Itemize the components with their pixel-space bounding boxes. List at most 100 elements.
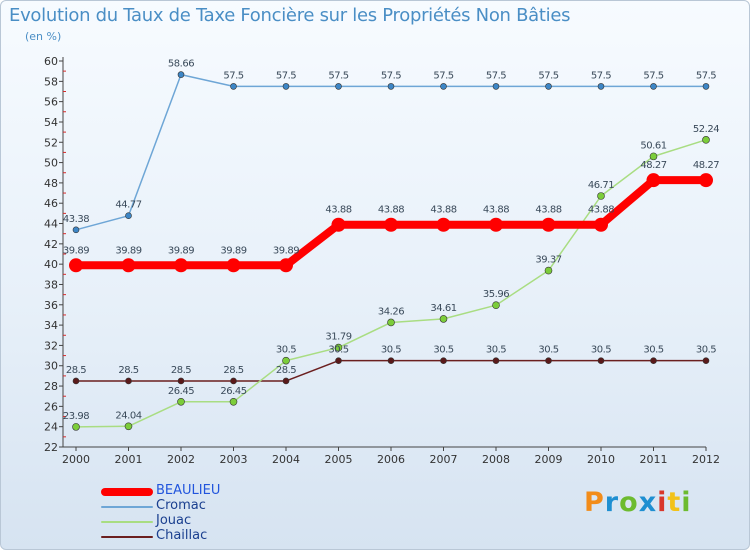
data-point-beaulieu: [541, 217, 556, 232]
data-point-cromac: [650, 83, 657, 90]
data-label-beaulieu: 43.88: [325, 205, 351, 216]
x-tick-label: 2004: [272, 453, 300, 466]
data-label-jouac: 34.26: [378, 306, 404, 317]
logo-letter: i: [681, 487, 692, 518]
data-point-jouac: [334, 343, 343, 352]
data-label-chaillac: 30.5: [538, 345, 558, 356]
x-tick-label: 2000: [62, 453, 90, 466]
y-tick-label: 40: [44, 258, 58, 271]
data-point-cromac: [440, 83, 447, 90]
data-label-jouac: 24.04: [115, 410, 141, 421]
data-point-beaulieu: [594, 217, 608, 232]
y-tick-label: 32: [44, 339, 58, 352]
data-point-jouac: [229, 397, 238, 406]
data-label-jouac: 34.61: [430, 303, 456, 314]
data-label-chaillac: 30.5: [591, 345, 611, 356]
data-point-jouac: [544, 266, 553, 275]
data-point-jouac: [387, 318, 395, 327]
data-point-jouac: [597, 192, 605, 200]
data-label-chaillac: 28.5: [223, 365, 243, 376]
data-label-beaulieu: 48.27: [640, 160, 666, 171]
data-label-cromac: 43.38: [63, 214, 89, 225]
data-point-chaillac: [335, 357, 342, 364]
data-label-chaillac: 30.5: [486, 345, 506, 356]
x-tick-label: 2010: [587, 453, 615, 466]
y-tick-label: 28: [44, 380, 58, 393]
x-tick-label: 2008: [482, 453, 510, 466]
data-point-jouac: [177, 397, 185, 406]
data-point-jouac: [124, 422, 133, 431]
data-label-cromac: 57.5: [538, 70, 558, 81]
data-label-jouac: 35.96: [483, 289, 509, 300]
data-label-chaillac: 28.5: [171, 365, 191, 376]
data-label-beaulieu: 39.89: [220, 245, 246, 256]
data-label-cromac: 57.5: [486, 70, 506, 81]
data-label-jouac: 31.79: [325, 332, 351, 343]
y-tick-label: 48: [44, 177, 58, 190]
data-label-jouac: 30.5: [276, 345, 296, 356]
data-point-chaillac: [282, 377, 290, 385]
y-tick-label: 26: [44, 400, 58, 413]
x-tick-label: 2012: [692, 453, 720, 466]
data-point-cromac: [177, 71, 185, 78]
data-label-beaulieu: 43.88: [483, 205, 509, 216]
data-label-jouac: 39.37: [535, 255, 561, 266]
data-point-cromac: [545, 83, 552, 90]
logo-letter: o: [619, 487, 639, 518]
data-point-chaillac: [125, 377, 132, 385]
data-point-cromac: [702, 83, 710, 90]
y-tick-label: 60: [44, 55, 58, 68]
y-tick-label: 54: [44, 116, 58, 129]
data-point-beaulieu: [646, 173, 661, 188]
y-tick-label: 42: [44, 238, 58, 251]
legend-swatch: [101, 506, 153, 508]
data-label-cromac: 57.5: [643, 70, 663, 81]
y-tick-label: 44: [44, 218, 58, 231]
data-label-cromac: 57.5: [328, 70, 348, 81]
data-label-beaulieu: 39.89: [63, 245, 89, 256]
x-tick-label: 2007: [430, 453, 458, 466]
data-point-beaulieu: [436, 217, 451, 232]
y-tick-label: 36: [44, 299, 58, 312]
data-label-jouac: 23.98: [63, 411, 89, 422]
proxiti-logo[interactable]: Proxiti: [584, 487, 692, 518]
data-point-cromac: [387, 83, 395, 90]
data-label-chaillac: 30.5: [433, 345, 453, 356]
data-point-beaulieu: [699, 173, 713, 188]
data-label-cromac: 57.5: [591, 70, 611, 81]
y-tick-label: 58: [44, 75, 58, 88]
x-tick-label: 2001: [115, 453, 143, 466]
data-point-cromac: [335, 83, 342, 90]
data-label-beaulieu: 43.88: [588, 205, 614, 216]
data-point-chaillac: [492, 357, 500, 364]
data-point-chaillac: [440, 357, 447, 364]
data-point-chaillac: [230, 377, 237, 385]
data-point-jouac: [649, 152, 658, 161]
legend-swatch: [101, 536, 153, 538]
data-label-chaillac: 28.5: [276, 365, 296, 376]
data-label-chaillac: 28.5: [66, 365, 86, 376]
data-label-jouac: 52.24: [693, 124, 719, 135]
data-label-cromac: 57.5: [223, 70, 243, 81]
legend-swatch: [101, 521, 153, 523]
data-point-chaillac: [702, 357, 710, 364]
data-label-beaulieu: 48.27: [693, 160, 719, 171]
data-point-jouac: [492, 301, 500, 309]
data-point-chaillac: [177, 377, 185, 385]
data-point-chaillac: [387, 357, 395, 364]
data-point-beaulieu: [489, 217, 503, 232]
data-point-jouac: [702, 136, 710, 144]
data-label-beaulieu: 39.89: [168, 245, 194, 256]
data-label-chaillac: 30.5: [381, 345, 401, 356]
data-point-cromac: [230, 83, 237, 90]
x-tick-label: 2011: [640, 453, 668, 466]
data-point-jouac: [439, 315, 448, 323]
legend-label: Cromac: [156, 498, 206, 513]
data-point-jouac: [72, 423, 80, 431]
data-point-cromac: [597, 83, 605, 90]
y-tick-label: 50: [44, 157, 58, 170]
data-point-cromac: [492, 83, 500, 90]
data-label-jouac: 50.61: [640, 140, 666, 151]
